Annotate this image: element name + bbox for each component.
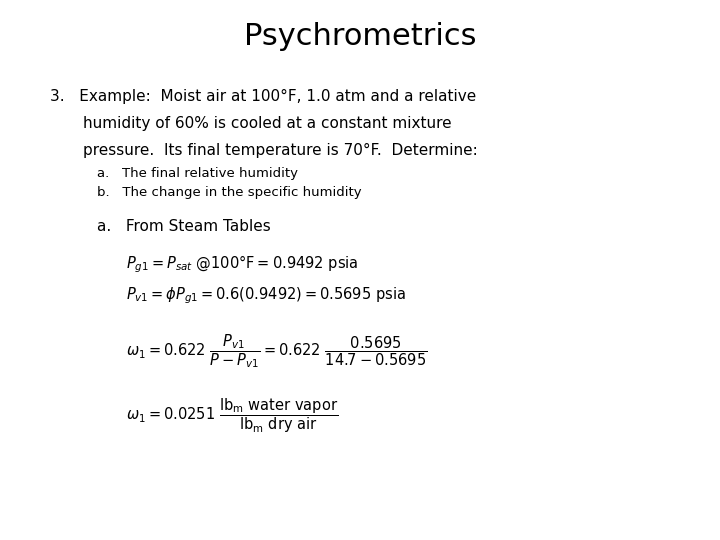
Text: b.   The change in the specific humidity: b. The change in the specific humidity — [97, 186, 362, 199]
Text: a.   From Steam Tables: a. From Steam Tables — [97, 219, 271, 234]
Text: Psychrometrics: Psychrometrics — [244, 22, 476, 51]
Text: a.   The final relative humidity: a. The final relative humidity — [97, 167, 298, 180]
Text: $\omega_1 = 0.0251\ \dfrac{\mathrm{lb_m}\ \mathrm{water\ vapor}}{\mathrm{lb_m}\ : $\omega_1 = 0.0251\ \dfrac{\mathrm{lb_m}… — [126, 397, 338, 435]
Text: $\omega_1 = 0.622\ \dfrac{P_{v1}}{P - P_{v1}} = 0.622\ \dfrac{0.5695}{14.7 - 0.5: $\omega_1 = 0.622\ \dfrac{P_{v1}}{P - P_… — [126, 332, 428, 370]
Text: 3.   Example:  Moist air at 100°F, 1.0 atm and a relative: 3. Example: Moist air at 100°F, 1.0 atm … — [50, 89, 477, 104]
Text: humidity of 60% is cooled at a constant mixture: humidity of 60% is cooled at a constant … — [83, 116, 451, 131]
Text: pressure.  Its final temperature is 70°F.  Determine:: pressure. Its final temperature is 70°F.… — [83, 143, 477, 158]
Text: $P_{v1} = \phi P_{g1} = 0.6(0.9492) = 0.5695\ \mathrm{psia}$: $P_{v1} = \phi P_{g1} = 0.6(0.9492) = 0.… — [126, 285, 406, 306]
Text: $P_{g1} = P_{sat}\ @100°\mathrm{F} = 0.9492\ \mathrm{psia}$: $P_{g1} = P_{sat}\ @100°\mathrm{F} = 0.9… — [126, 254, 359, 275]
